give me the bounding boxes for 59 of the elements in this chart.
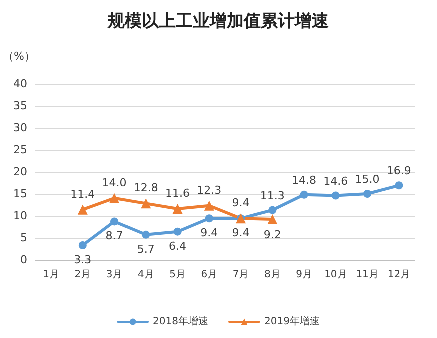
chart-title: 规模以上工业增加值累计增速 [107, 12, 329, 32]
point [110, 218, 119, 226]
data-label: 9.4 [232, 226, 250, 240]
data-label: 16.9 [386, 164, 412, 178]
point [364, 190, 372, 198]
data-label: 14.8 [292, 174, 317, 187]
data-label: 9.4 [200, 226, 218, 240]
point [174, 228, 182, 236]
point [172, 204, 183, 214]
point [78, 241, 87, 250]
point [268, 214, 278, 225]
point [300, 190, 308, 199]
data-label: 15.0 [355, 173, 380, 186]
x-tick-label: 7月 [232, 270, 250, 280]
x-tick-label: 5月 [170, 270, 186, 280]
legend-label: 2019年增速 [264, 316, 320, 328]
data-label: 8.7 [106, 230, 124, 243]
point [142, 230, 150, 239]
data-label: 9.2 [264, 228, 282, 242]
point [395, 182, 404, 190]
legend-label: 2018年增速 [153, 316, 209, 328]
x-tick-label: 9月 [296, 270, 312, 280]
x-tick-label: 1月 [43, 270, 60, 280]
point [205, 214, 214, 223]
x-tick-label: 10月 [324, 270, 348, 280]
y-tick-label: 5 [20, 232, 28, 244]
point [332, 192, 340, 200]
data-label: 6.4 [169, 240, 187, 253]
point [78, 204, 88, 215]
x-tick-label: 2月 [74, 270, 92, 280]
data-label: 3.3 [74, 253, 92, 266]
point [110, 193, 120, 204]
y-tick-label: 35 [13, 100, 28, 112]
x-tick-label: 8月 [264, 270, 281, 280]
y-tick-label: 25 [13, 144, 28, 156]
y-tick-label: 30 [13, 122, 28, 134]
data-label: 11.6 [166, 186, 190, 200]
point [268, 206, 277, 214]
point [204, 200, 214, 211]
data-label: 11.3 [260, 189, 285, 202]
y-tick-label: 20 [13, 166, 28, 178]
x-tick-label: 3月 [106, 270, 123, 280]
data-label: 11.4 [70, 188, 96, 201]
data-label: 5.7 [137, 242, 155, 256]
y-axis-title: （%） [3, 50, 36, 63]
point [141, 198, 152, 209]
data-label: 12.3 [197, 184, 222, 197]
x-tick-label: 12月 [388, 270, 411, 280]
data-label: 12.8 [134, 182, 158, 195]
data-label: 14.0 [102, 176, 127, 190]
x-tick-label: 11月 [356, 270, 379, 280]
y-tick-label: 40 [13, 78, 28, 90]
x-tick-label: 4月 [138, 270, 154, 280]
x-tick-label: 6月 [201, 270, 218, 280]
y-tick-label: 15 [13, 188, 28, 200]
data-label: 9.4 [232, 196, 250, 210]
y-tick-label: 10 [13, 210, 28, 222]
data-label: 14.6 [324, 174, 348, 188]
y-tick-label: 0 [20, 254, 28, 266]
